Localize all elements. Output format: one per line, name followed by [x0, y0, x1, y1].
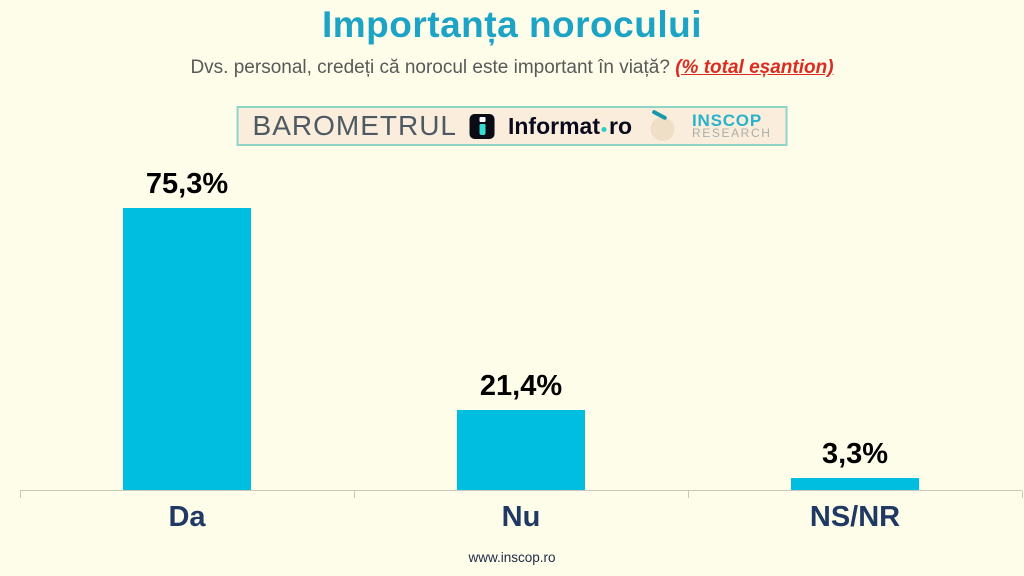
bar-chart: 75,3% Da 21,4% Nu 3,3% NS/NR: [20, 115, 1023, 533]
inscop-disc: [650, 117, 675, 141]
barometrul-wordmark: BAROMETRUL: [252, 110, 457, 141]
informat-logo-icon: [469, 113, 495, 139]
informat-i-stem: [479, 124, 486, 135]
informat-dot-separator-icon: [601, 126, 607, 132]
bar-slot-da: 75,3% Da: [20, 115, 354, 533]
bar: [123, 207, 251, 490]
chart-subtitle: Dvs. personal, credeți că norocul este i…: [0, 57, 1024, 79]
category-label: NS/NR: [809, 501, 901, 533]
category-label: Nu: [501, 501, 541, 533]
footer-url: www.inscop.ro: [468, 550, 556, 565]
subtitle-question: Dvs. personal, credeți că norocul este i…: [190, 57, 670, 78]
value-label: 21,4%: [479, 369, 563, 402]
axis-tick: [688, 491, 689, 498]
inscop-wordmark: INSCOP RESEARCH: [691, 110, 772, 141]
inscop-logo-icon: [649, 109, 679, 141]
axis-tick: [20, 491, 21, 498]
logo-banner: BAROMETRUL Informat ro INSCOP RESEARCH: [236, 106, 788, 146]
informat-i-dot: [479, 117, 486, 122]
bar-slot-ns-nr: 3,3% NS/NR: [688, 115, 1022, 533]
subtitle-sample-note: (% total eșantion): [675, 57, 834, 78]
bar-slot-nu: 21,4% Nu: [354, 115, 688, 533]
page-title: Importanța norocului: [322, 4, 702, 45]
axis-tick: [354, 491, 355, 498]
value-label: 3,3%: [821, 437, 889, 470]
informat-wordmark: Informat ro: [507, 112, 632, 139]
axis-tick: [1022, 491, 1023, 498]
value-label: 75,3%: [145, 167, 229, 200]
bar: [791, 477, 919, 490]
category-label: Da: [168, 501, 206, 533]
bar: [457, 409, 585, 490]
x-axis-line: [20, 490, 1022, 491]
